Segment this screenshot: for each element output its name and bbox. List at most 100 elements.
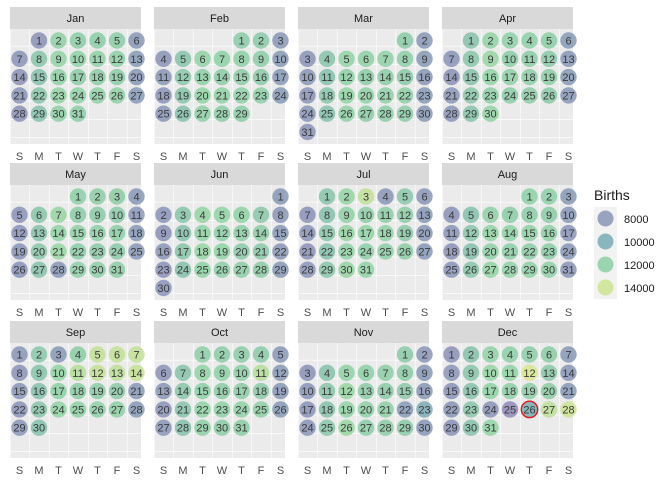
weekday-label: W (505, 151, 516, 163)
day-point (377, 401, 394, 418)
day-number-label: 24 (562, 246, 574, 258)
day-number-label: 5 (526, 350, 532, 362)
day-number-label: 24 (484, 404, 496, 416)
day-point (396, 50, 414, 67)
day-point (155, 87, 172, 104)
day-number-label: 25 (321, 109, 333, 121)
day-number-label: 3 (565, 192, 571, 204)
weekday-label: S (448, 307, 455, 319)
day-point (108, 224, 126, 242)
day-point (396, 206, 414, 223)
day-point (443, 364, 460, 381)
weekday-label: S (304, 465, 311, 477)
panel-strip (442, 163, 573, 185)
month-label: Jan (67, 13, 85, 25)
day-point (482, 243, 499, 260)
day-point (128, 382, 145, 400)
day-point (69, 243, 87, 260)
weekday-label: M (322, 151, 331, 163)
day-point (30, 382, 48, 400)
day-number-label: 31 (235, 423, 247, 435)
day-point (108, 382, 126, 400)
day-number-label: 15 (321, 228, 333, 240)
day-point (416, 206, 433, 223)
weekday-label: T (94, 307, 101, 319)
day-number-label: 13 (360, 72, 372, 84)
day-point (128, 68, 145, 86)
day-point (272, 188, 289, 205)
day-point (482, 401, 499, 418)
day-number-label: 11 (92, 54, 103, 66)
day-number-label: 20 (235, 246, 247, 258)
day-point (50, 382, 67, 400)
day-number-label: 16 (543, 228, 555, 240)
day-point (521, 364, 538, 381)
day-number-label: 7 (382, 54, 388, 66)
day-point (462, 32, 480, 49)
day-point (396, 32, 414, 49)
day-point (213, 346, 231, 363)
day-number-label: 9 (94, 210, 100, 222)
day-number-label: 9 (258, 54, 264, 66)
day-point (108, 346, 126, 363)
day-point (540, 382, 558, 400)
day-point (462, 382, 480, 400)
day-point (560, 206, 577, 223)
day-point (462, 206, 480, 223)
day-point (89, 188, 106, 205)
day-point (233, 87, 250, 104)
day-point (482, 261, 499, 278)
day-point (443, 243, 460, 260)
day-point (155, 243, 172, 260)
day-number-label: 16 (157, 246, 169, 258)
day-number-label: 7 (382, 368, 388, 380)
day-point (357, 261, 375, 278)
day-point (89, 32, 106, 49)
day-point (233, 346, 250, 363)
day-number-label: 22 (465, 90, 477, 102)
day-point (521, 206, 538, 223)
day-number-label: 15 (399, 72, 411, 84)
legend-key-point (597, 256, 614, 273)
day-number-label: 12 (340, 386, 352, 398)
day-number-label: 9 (468, 368, 474, 380)
day-point (443, 382, 460, 400)
day-number-label: 12 (340, 72, 352, 84)
day-point (194, 364, 211, 381)
day-number-label: 17 (360, 228, 372, 240)
day-number-label: 6 (36, 210, 42, 222)
day-point (318, 188, 336, 205)
legend-title: Births (594, 187, 630, 203)
day-point (69, 50, 87, 67)
day-point (521, 243, 538, 260)
day-number-label: 19 (340, 90, 352, 102)
day-number-label: 5 (343, 368, 349, 380)
day-point (318, 105, 336, 122)
day-point (233, 419, 250, 436)
day-number-label: 30 (52, 109, 64, 121)
day-point (213, 382, 231, 400)
weekday-label: T (343, 151, 350, 163)
day-point (155, 279, 172, 297)
day-number-label: 5 (16, 210, 22, 222)
plot-area (154, 185, 285, 300)
day-number-label: 6 (546, 350, 552, 362)
day-number-label: 28 (130, 404, 142, 416)
day-number-label: 24 (235, 404, 247, 416)
day-number-label: 30 (484, 109, 496, 121)
day-number-label: 31 (72, 109, 84, 121)
day-number-label: 8 (448, 368, 454, 380)
day-point (213, 68, 231, 86)
day-point (396, 401, 414, 418)
day-number-label: 3 (304, 54, 310, 66)
day-point (462, 50, 480, 67)
weekday-label: S (421, 151, 428, 163)
day-point (194, 419, 211, 436)
day-number-label: 25 (255, 404, 267, 416)
day-number-label: 13 (484, 228, 496, 240)
day-point (396, 346, 414, 363)
day-point (396, 188, 414, 205)
day-point (252, 346, 270, 363)
day-point (252, 243, 270, 260)
day-number-label: 21 (130, 386, 142, 398)
